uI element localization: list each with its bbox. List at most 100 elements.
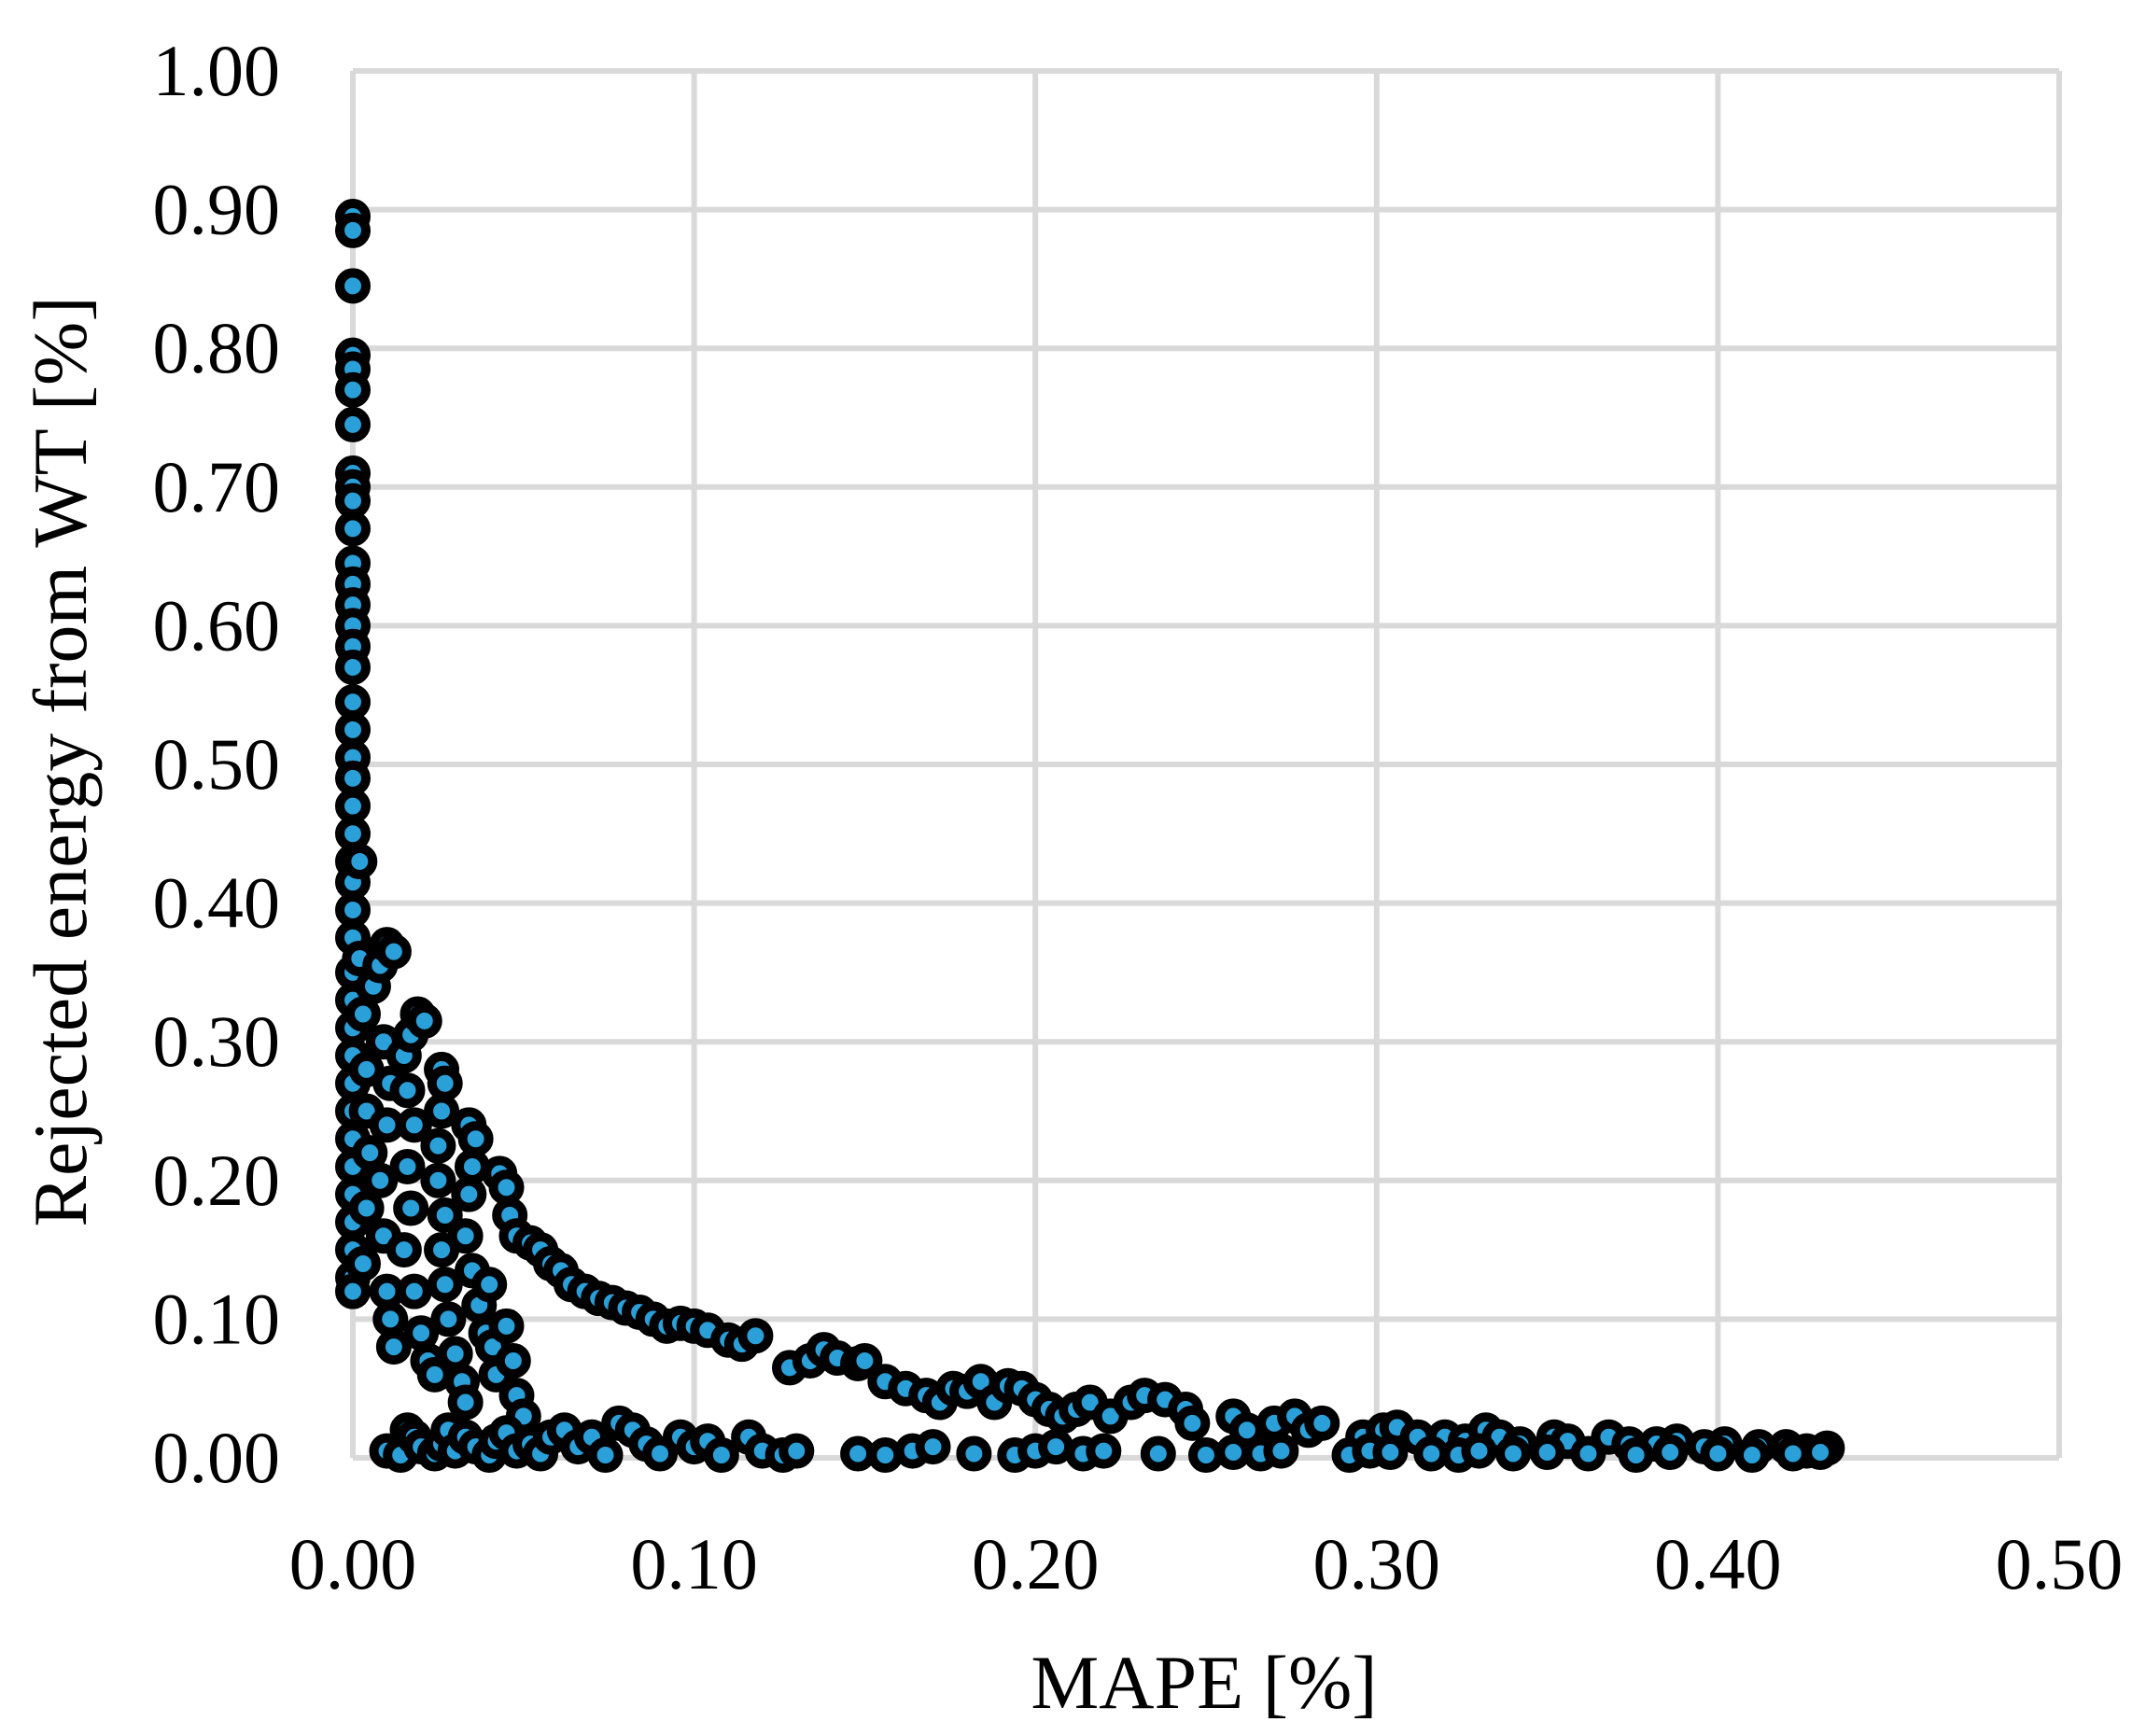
data-point xyxy=(344,996,381,1032)
data-point xyxy=(342,844,378,880)
data-point xyxy=(495,1342,531,1379)
data-point xyxy=(1802,1435,1839,1471)
x-axis-title: MAPE [%] xyxy=(1031,1640,1377,1725)
data-point xyxy=(348,1190,385,1226)
x-tick-label: 0.10 xyxy=(630,1523,758,1604)
data-point xyxy=(335,684,371,721)
data-point xyxy=(375,1329,412,1365)
data-point xyxy=(451,1176,487,1212)
data-point xyxy=(372,1301,409,1337)
data-point xyxy=(447,1384,484,1421)
data-point xyxy=(437,1336,473,1372)
data-point xyxy=(587,1437,624,1474)
data-point xyxy=(427,1267,463,1303)
data-point xyxy=(1215,1435,1252,1471)
data-point xyxy=(362,1162,399,1198)
data-point xyxy=(335,511,371,547)
data-point xyxy=(335,212,371,248)
data-point xyxy=(335,268,371,304)
y-tick-label: 0.40 xyxy=(153,862,281,944)
data-point xyxy=(915,1429,951,1465)
data-point xyxy=(335,711,371,748)
data-point xyxy=(386,1232,422,1268)
y-tick-label: 0.10 xyxy=(153,1278,281,1359)
y-tick-labels: 0.00 0.10 0.20 0.30 0.40 0.50 0.60 0.70 0.80 0.90… xyxy=(153,30,281,1498)
data-point xyxy=(778,1433,815,1469)
data-point xyxy=(406,1002,442,1039)
data-point xyxy=(369,1273,405,1309)
data-point xyxy=(1461,1433,1497,1469)
data-point xyxy=(703,1437,739,1474)
data-point xyxy=(335,788,371,824)
data-point xyxy=(420,1162,456,1198)
y-tick-label: 0.00 xyxy=(153,1417,281,1498)
data-point xyxy=(389,1072,426,1109)
data-point xyxy=(427,1197,463,1233)
y-tick-label: 0.30 xyxy=(153,1001,281,1082)
x-tick-label: 0.40 xyxy=(1654,1523,1782,1604)
data-point xyxy=(1140,1435,1176,1472)
y-tick-label: 0.50 xyxy=(153,723,281,805)
data-point xyxy=(1086,1433,1122,1469)
data-point xyxy=(396,1107,432,1143)
data-point xyxy=(737,1318,774,1354)
data-point xyxy=(430,1301,467,1337)
data-point xyxy=(847,1342,883,1379)
data-point xyxy=(1304,1405,1340,1441)
data-point xyxy=(335,760,371,796)
data-point xyxy=(447,1218,484,1254)
data-point xyxy=(454,1148,490,1184)
data-point xyxy=(375,933,412,970)
data-point xyxy=(335,483,371,519)
y-tick-label: 0.70 xyxy=(153,446,281,527)
data-point xyxy=(1174,1405,1211,1441)
data-point xyxy=(1733,1437,1770,1474)
data-point xyxy=(1188,1437,1224,1474)
y-tick-label: 0.60 xyxy=(153,584,281,665)
data-point xyxy=(488,1308,525,1344)
data-point xyxy=(389,1148,426,1184)
data-point xyxy=(335,406,371,442)
data-point xyxy=(396,1273,432,1309)
grid xyxy=(350,68,2062,1461)
data-points xyxy=(335,199,1845,1474)
data-point xyxy=(335,816,371,852)
data-point xyxy=(956,1435,992,1472)
data-point xyxy=(1413,1435,1450,1472)
data-point xyxy=(393,1190,429,1226)
data-point xyxy=(1618,1437,1654,1474)
y-tick-label: 0.80 xyxy=(153,307,281,388)
data-point xyxy=(1652,1435,1689,1471)
data-point xyxy=(335,649,371,685)
y-tick-label: 0.20 xyxy=(153,1140,281,1221)
data-point xyxy=(457,1121,494,1157)
data-point xyxy=(1570,1435,1606,1472)
data-point xyxy=(352,1135,388,1171)
data-point xyxy=(335,371,371,408)
data-point xyxy=(335,1273,371,1309)
data-point xyxy=(1700,1435,1736,1472)
x-tick-label: 0.20 xyxy=(972,1523,1100,1604)
data-point xyxy=(1774,1435,1811,1472)
data-point xyxy=(335,892,371,929)
data-point xyxy=(1495,1435,1532,1472)
data-point xyxy=(369,1107,405,1143)
x-tick-labels: 0.00 0.10 0.20 0.30 0.40 0.50 xyxy=(289,1523,2124,1604)
x-tick-label: 0.00 xyxy=(289,1523,417,1604)
data-point xyxy=(840,1435,877,1472)
data-point xyxy=(403,1315,440,1351)
data-point xyxy=(1038,1429,1074,1465)
data-point xyxy=(1529,1435,1565,1471)
data-point xyxy=(867,1437,904,1474)
data-point xyxy=(488,1169,525,1206)
data-point xyxy=(471,1267,508,1303)
data-point xyxy=(1372,1435,1409,1471)
x-tick-label: 0.50 xyxy=(1996,1523,2124,1604)
x-tick-label: 0.30 xyxy=(1313,1523,1441,1604)
y-tick-label: 1.00 xyxy=(153,30,281,111)
data-point xyxy=(427,1065,463,1101)
data-point xyxy=(420,1127,456,1164)
data-point xyxy=(344,1245,381,1281)
